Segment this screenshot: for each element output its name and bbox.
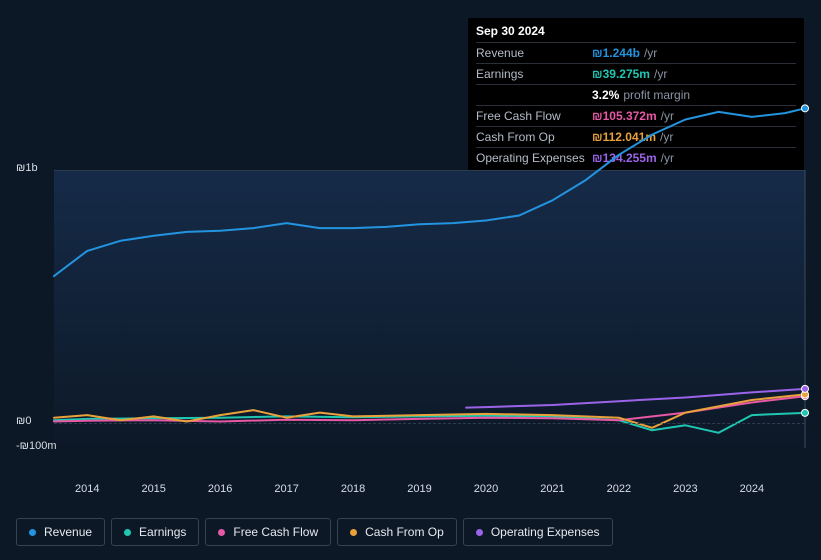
legend-item[interactable]: Earnings (111, 518, 199, 546)
tooltip-row: Revenue₪1.244b/yr (476, 42, 796, 63)
legend-item[interactable]: Operating Expenses (463, 518, 613, 546)
x-axis-tick: 2020 (474, 483, 498, 495)
x-axis-tick: 2014 (75, 483, 99, 495)
legend-swatch-icon (124, 529, 131, 536)
tooltip-row-value: 3.2% (592, 88, 619, 102)
series-end-marker (802, 105, 809, 112)
tooltip-row-value: ₪39.275m (592, 67, 650, 81)
tooltip-row-unit: /yr (660, 130, 673, 144)
legend-label: Operating Expenses (491, 525, 600, 539)
legend-item[interactable]: Free Cash Flow (205, 518, 331, 546)
tooltip-row-value: ₪105.372m (592, 109, 657, 123)
x-axis-tick: 2018 (341, 483, 365, 495)
chart-legend: Revenue Earnings Free Cash Flow Cash From O… (16, 518, 613, 546)
tooltip-row-unit: /yr (644, 46, 657, 60)
legend-label: Cash From Op (365, 525, 444, 539)
tooltip-row-label: Cash From Op (476, 130, 592, 144)
x-axis: 2014 2015 2016 2017 2018 2019 2020 2021 2022 2023… (16, 483, 805, 501)
financial-chart-panel: Sep 30 2024 Revenue₪1.244b/yrEarnings₪39… (0, 0, 821, 560)
y-axis-tick: ₪0 (16, 415, 31, 427)
tooltip-row-unit: profit margin (623, 88, 690, 102)
series-end-marker (802, 385, 809, 392)
legend-item[interactable]: Cash From Op (337, 518, 457, 546)
legend-swatch-icon (350, 529, 357, 536)
series-line (466, 389, 805, 408)
tooltip-date: Sep 30 2024 (476, 24, 796, 38)
chart-tooltip: Sep 30 2024 Revenue₪1.244b/yrEarnings₪39… (468, 18, 804, 172)
tooltip-row-label: Free Cash Flow (476, 109, 592, 123)
chart-area[interactable]: ₪1b₪0-₪100m (16, 170, 805, 470)
legend-label: Revenue (44, 525, 92, 539)
tooltip-row-label: Operating Expenses (476, 151, 592, 165)
x-axis-tick: 2023 (673, 483, 697, 495)
tooltip-row: Operating Expenses₪134.255m/yr (476, 147, 796, 168)
x-axis-tick: 2024 (740, 483, 764, 495)
x-axis-tick: 2019 (407, 483, 431, 495)
tooltip-row: 3.2% profit margin (476, 84, 796, 105)
tooltip-row-unit: /yr (654, 67, 667, 81)
tooltip-row-label: Earnings (476, 67, 592, 81)
chart-plot (54, 170, 805, 470)
y-axis-tick: -₪100m (16, 440, 57, 452)
x-axis-tick: 2017 (274, 483, 298, 495)
tooltip-row-unit: /yr (661, 109, 674, 123)
x-axis-tick: 2022 (607, 483, 631, 495)
series-end-marker (802, 409, 809, 416)
x-axis-tick: 2021 (540, 483, 564, 495)
y-axis-tick: ₪1b (16, 162, 38, 174)
legend-swatch-icon (29, 529, 36, 536)
tooltip-row-value: ₪1.244b (592, 46, 640, 60)
tooltip-row: Earnings₪39.275m/yr (476, 63, 796, 84)
tooltip-row-unit: /yr (661, 151, 674, 165)
tooltip-row-label: Revenue (476, 46, 592, 60)
legend-swatch-icon (476, 529, 483, 536)
x-axis-tick: 2015 (141, 483, 165, 495)
zero-line (54, 423, 805, 424)
legend-swatch-icon (218, 529, 225, 536)
legend-label: Free Cash Flow (233, 525, 318, 539)
legend-item[interactable]: Revenue (16, 518, 105, 546)
legend-label: Earnings (139, 525, 186, 539)
tooltip-row-value: ₪134.255m (592, 151, 657, 165)
x-axis-tick: 2016 (208, 483, 232, 495)
